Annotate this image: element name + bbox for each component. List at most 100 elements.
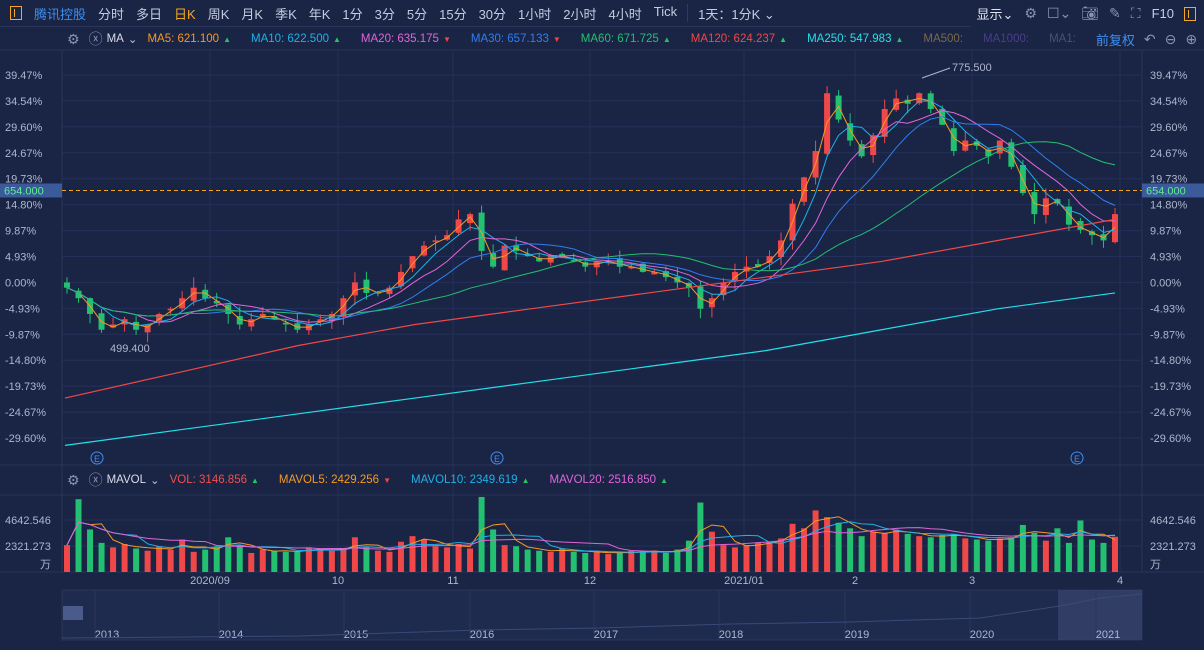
zoom-out-icon[interactable]: ⊖ <box>1164 30 1177 47</box>
chevron-down-icon[interactable]: ⌄ <box>149 475 160 487</box>
x-tick-label: 2 <box>852 575 858 587</box>
x-tick-label: 10 <box>332 575 344 587</box>
period-tab[interactable]: 月K <box>241 6 264 22</box>
candle-body <box>386 287 393 295</box>
undo-icon[interactable]: ↶ <box>1143 30 1156 47</box>
layout-icon[interactable]: ☐⌄ <box>1046 5 1072 21</box>
candle-body <box>847 123 854 141</box>
y-tick-label-right: 9.87% <box>1150 226 1181 238</box>
candle-body <box>501 245 508 271</box>
volume-bar <box>651 550 658 572</box>
period-tab[interactable]: 年K <box>308 6 331 22</box>
fullscreen-icon[interactable]: ⛶ <box>1130 5 1141 21</box>
candle-body <box>490 253 497 267</box>
indicator-name[interactable]: MAVOL <box>106 474 146 486</box>
close-icon[interactable]: ⓧ <box>88 31 103 47</box>
volume-bar <box>881 532 888 572</box>
y-tick-label-left: -4.93% <box>5 303 40 315</box>
arrow-down-icon: ▼ <box>442 35 451 44</box>
candle-body <box>282 322 289 325</box>
vol-tick-right: 4642.546 <box>1150 515 1196 527</box>
y-tick-label-right: -4.93% <box>1150 303 1185 315</box>
volume-bar <box>939 535 946 572</box>
period-tab[interactable]: 30分 <box>478 6 507 22</box>
volume-bar <box>121 543 128 572</box>
interval-select[interactable]: 1天：1分K ⌄ <box>698 6 775 22</box>
period-tab[interactable]: 15分 <box>439 6 467 22</box>
navigator-year: 2015 <box>344 629 368 641</box>
period-tab[interactable]: 周K <box>207 6 230 22</box>
y-tick-label-left: 4.93% <box>5 252 36 264</box>
volume-bar <box>662 552 669 572</box>
volume-bar <box>754 542 761 572</box>
display-menu-label: 显示 <box>976 7 1003 22</box>
arrow-down-icon: ▼ <box>383 476 392 485</box>
candle-body <box>996 140 1003 154</box>
display-menu[interactable]: 显示⌄ <box>976 7 1014 22</box>
navigator-year: 2018 <box>719 629 743 641</box>
candle-body <box>144 324 151 333</box>
y-tick-label-left: 19.73% <box>5 174 43 186</box>
volume-bar <box>570 551 577 572</box>
period-tab[interactable]: 5分 <box>406 6 428 22</box>
f10-button[interactable]: F10 <box>1151 6 1174 21</box>
candle-body <box>202 289 209 299</box>
indicator-name[interactable]: MA <box>106 33 124 45</box>
vol-unit: 万 <box>40 559 51 571</box>
period-tab[interactable]: Tick <box>653 3 678 19</box>
period-tab[interactable]: 2小时 <box>563 6 597 22</box>
candle-body <box>639 263 646 272</box>
period-tab[interactable]: 4小时 <box>608 6 642 22</box>
settings-icon[interactable]: ⚙ <box>1024 5 1037 21</box>
volume-bar <box>582 552 589 572</box>
pen-icon[interactable]: ✎ <box>1109 5 1121 21</box>
arrow-up-icon: ▲ <box>223 35 231 44</box>
period-tab[interactable]: 分时 <box>98 6 125 22</box>
navigator <box>61 589 1143 641</box>
y-tick-label-right: 0.00% <box>1150 277 1181 289</box>
candle-body <box>340 298 347 317</box>
camera-icon[interactable]: 📷︎ <box>1081 5 1100 21</box>
volume-bar <box>98 542 105 572</box>
candle-body <box>720 282 727 296</box>
volume-bar <box>305 547 312 572</box>
period-tab[interactable]: 3分 <box>374 6 395 22</box>
volume-bar <box>409 536 416 572</box>
settings-icon[interactable]: ⚙ <box>67 471 80 488</box>
close-icon[interactable]: ⓧ <box>88 472 103 488</box>
stock-name[interactable]: 腾讯控股 <box>34 6 87 22</box>
volume-bar <box>685 540 692 572</box>
period-tab[interactable]: 1分 <box>342 6 363 22</box>
volume-bar <box>605 554 612 572</box>
candle-body <box>1112 214 1118 243</box>
legend-label: MA120: 624.237 <box>690 33 776 45</box>
event-marker-icon <box>490 451 504 465</box>
candle-body <box>904 99 911 104</box>
period-tab[interactable]: 季K <box>275 6 297 22</box>
chevron-down-icon[interactable]: ⌄ <box>127 34 138 46</box>
current-price-label: 654.000 <box>1146 185 1186 197</box>
period-tab[interactable]: 多日 <box>136 6 163 22</box>
zoom-in-icon[interactable]: ⊕ <box>1185 30 1198 47</box>
period-tab[interactable]: 1小时 <box>518 6 552 22</box>
legend-item: MA60: 671.725 ▲ <box>581 33 675 45</box>
navigator-handle-icon[interactable] <box>63 606 83 620</box>
mavol-line <box>66 521 1116 553</box>
legend-label: VOL: 3146.856 <box>169 474 247 486</box>
volume-bar <box>1008 537 1015 572</box>
adjust-button[interactable]: 前复权 <box>1095 32 1135 48</box>
arrow-up-icon: ▲ <box>662 35 671 44</box>
candle-body <box>731 271 738 281</box>
panel-toggle-icon[interactable] <box>1184 6 1196 21</box>
period-tab[interactable]: 日K <box>174 6 196 22</box>
vol-unit: 万 <box>1150 559 1161 571</box>
arrow-up-icon: ▲ <box>251 476 259 485</box>
volume-bar <box>317 548 324 572</box>
volume-bar <box>835 522 842 572</box>
candle-body <box>64 282 70 288</box>
sidebar-toggle-icon[interactable] <box>10 6 22 20</box>
settings-icon[interactable]: ⚙ <box>67 30 80 47</box>
price-tag-left <box>0 183 62 198</box>
x-tick-label: 3 <box>969 575 975 587</box>
